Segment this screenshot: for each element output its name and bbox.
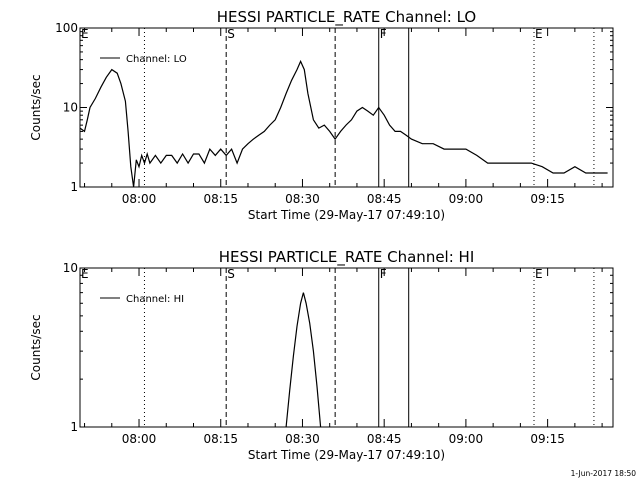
event-marker-label: F [380,27,387,41]
event-marker-label: E [535,267,543,281]
x-tick-label: 09:15 [530,432,565,446]
chart-title: HESSI PARTICLE_RATE Channel: LO [217,8,476,27]
x-tick-label: 08:00 [122,432,157,446]
y-tick-label: 10 [63,261,78,275]
x-tick-label: 08:45 [367,192,402,206]
x-axis-label: Start Time (29-May-17 07:49:10) [248,208,445,222]
x-tick-label: 08:00 [122,192,157,206]
x-tick-label: 08:45 [367,432,402,446]
series-line [285,292,322,427]
x-tick-label: 08:15 [203,192,238,206]
x-tick-label: 09:00 [449,432,484,446]
y-axis-label: Counts/sec [29,314,43,380]
x-tick-label: 09:15 [530,192,565,206]
event-marker-label: S [227,27,235,41]
legend-label: Channel: HI [126,294,184,305]
x-axis-label: Start Time (29-May-17 07:49:10) [248,448,445,462]
legend-label: Channel: LO [126,54,187,65]
plot-frame [79,267,614,428]
x-tick-label: 09:00 [449,192,484,206]
y-tick-label: 10 [63,101,78,115]
y-tick-label: 100 [55,21,78,35]
series-line [80,59,608,187]
y-tick-label: 1 [70,420,78,434]
footer-date: 1-Jun-2017 18:50 [571,469,637,478]
panel-lo: HESSI PARTICLE_RATE Channel: LO Counts/se… [29,8,614,222]
x-tick-label: 08:30 [285,432,320,446]
event-marker-label: E [81,27,89,41]
chart-title: HESSI PARTICLE_RATE Channel: HI [219,248,475,267]
x-tick-label: 08:15 [203,432,238,446]
panel-hi: HESSI PARTICLE_RATE Channel: HI Counts/se… [29,248,614,462]
event-marker-label: E [81,267,89,281]
x-tick-label: 08:30 [285,192,320,206]
event-marker-label: F [380,267,387,281]
event-marker-label: E [535,27,543,41]
event-marker-label: S [227,267,235,281]
y-tick-label: 1 [70,180,78,194]
y-axis-label: Counts/sec [29,74,43,140]
